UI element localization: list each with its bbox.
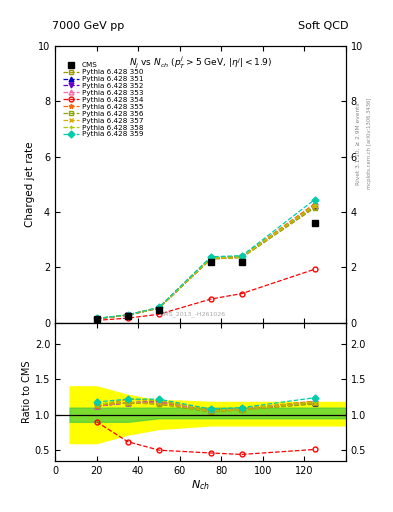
- Y-axis label: Charged jet rate: Charged jet rate: [25, 142, 35, 227]
- Text: Rivet 3.1.10, ≥ 2.9M events: Rivet 3.1.10, ≥ 2.9M events: [356, 102, 361, 185]
- Text: mcplots.cern.ch [arXiv:1306.3436]: mcplots.cern.ch [arXiv:1306.3436]: [367, 98, 373, 189]
- Legend: CMS, Pythia 6.428 350, Pythia 6.428 351, Pythia 6.428 352, Pythia 6.428 353, Pyt: CMS, Pythia 6.428 350, Pythia 6.428 351,…: [62, 61, 145, 139]
- Y-axis label: Ratio to CMS: Ratio to CMS: [22, 360, 32, 423]
- Text: Soft QCD: Soft QCD: [298, 21, 349, 31]
- Text: CMS_2013_-H261026: CMS_2013_-H261026: [160, 311, 226, 317]
- X-axis label: $N_{ch}$: $N_{ch}$: [191, 478, 210, 492]
- Text: $N_j$ vs $N_{ch}$ ($p_T^j$$>$5 GeV, $|\eta^j|$$<$1.9): $N_j$ vs $N_{ch}$ ($p_T^j$$>$5 GeV, $|\e…: [129, 54, 272, 70]
- Text: 7000 GeV pp: 7000 GeV pp: [52, 21, 124, 31]
